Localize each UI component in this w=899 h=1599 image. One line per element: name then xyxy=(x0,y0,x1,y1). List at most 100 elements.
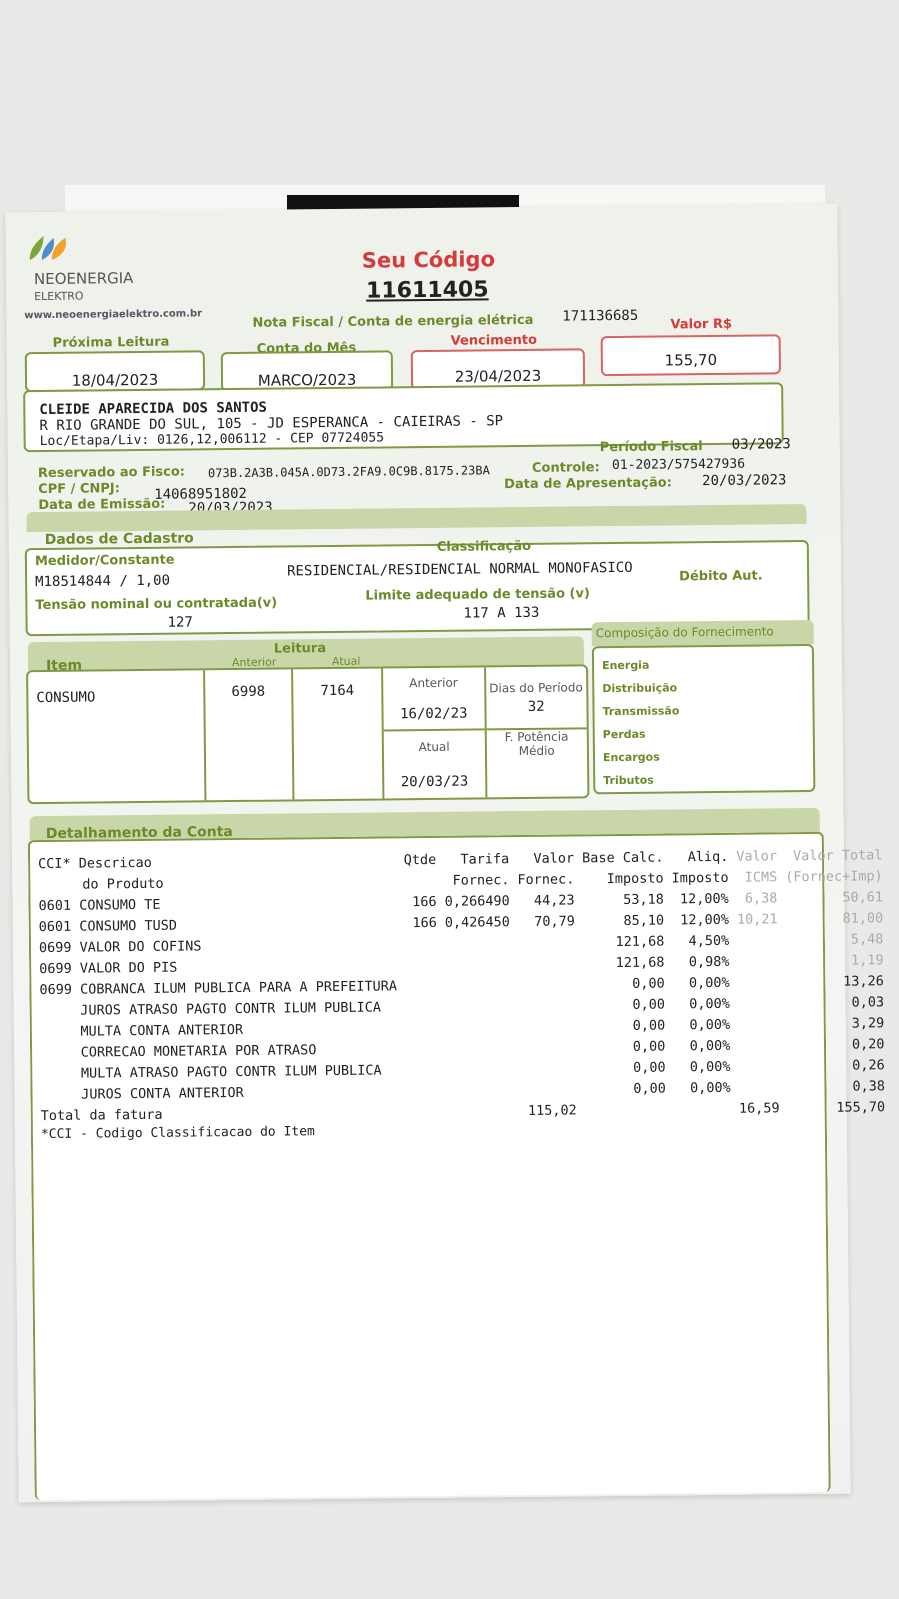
table-cell xyxy=(734,1035,783,1057)
nf-number: 171136685 xyxy=(562,307,639,325)
reserved-value: 073B.2A3B.045A.0D73.2FA9.0C9B.8175.23BA xyxy=(207,463,490,481)
table-cell: 0,03 xyxy=(851,994,885,1011)
table-cell: 0,20 xyxy=(851,1036,885,1053)
voltage-value: 127 xyxy=(167,614,193,631)
empty-cell xyxy=(443,1101,516,1123)
table-cell: 121,68 xyxy=(615,954,665,972)
reading-previous: 6998 xyxy=(204,669,294,801)
meter-value: M18514844 / 1,00 xyxy=(35,572,171,591)
table-cell: 0,00 xyxy=(633,1080,666,1097)
table-cell xyxy=(443,1080,516,1102)
detail-header: Fornec. xyxy=(452,872,510,889)
auto-debit-label: Débito Aut. xyxy=(679,568,763,585)
detail-header: Tarifa xyxy=(460,851,510,868)
table-cell xyxy=(515,1037,580,1059)
table-cell: 0,00 xyxy=(632,1038,666,1055)
composition-item: Distribuição xyxy=(602,681,678,696)
composition-item: Transmissão xyxy=(602,704,680,719)
voltage-label: Tensão nominal ou contratada(v) xyxy=(35,595,278,614)
date-previous: 16/02/23 xyxy=(399,705,468,722)
voltage-limit-label: Limite adequado de tensão (v) xyxy=(365,586,590,604)
table-cell xyxy=(442,1059,515,1081)
table-cell: 44,23 xyxy=(533,892,575,909)
table-cell xyxy=(401,1018,442,1039)
composition-item: Perdas xyxy=(602,727,646,742)
control-value: 01-2023/575427936 xyxy=(611,456,746,474)
presentation-value: 20/03/2023 xyxy=(702,472,787,490)
table-cell: 85,10 xyxy=(623,912,665,929)
table-cell: 12,00% xyxy=(679,890,729,908)
table-cell xyxy=(734,1056,783,1078)
composition-item: Encargos xyxy=(602,750,660,765)
table-cell: 166 xyxy=(412,893,437,911)
table-cell: 0,00% xyxy=(689,1016,731,1034)
detail-header: Valor xyxy=(736,848,778,865)
detail-header: Qtde xyxy=(403,851,437,869)
presentation-label: Data de Apresentação: xyxy=(504,475,672,493)
brand-name: NEOENERGIA xyxy=(33,269,134,289)
table-cell: 0,00% xyxy=(689,995,730,1013)
table-cell xyxy=(442,1017,515,1039)
electricity-bill: NEOENERGIA ELEKTRO www.neoenergiaelektro… xyxy=(5,203,885,1503)
table-cell xyxy=(402,1060,443,1081)
total-cell: 115,02 xyxy=(527,1102,577,1119)
empty-cell xyxy=(670,1099,735,1121)
table-cell: 81,00 xyxy=(842,910,884,927)
table-cell: 4,50% xyxy=(688,932,730,950)
table-cell: 0,00 xyxy=(632,996,666,1013)
table-cell: 0,38 xyxy=(852,1078,886,1095)
table-cell: 0,98% xyxy=(688,953,730,971)
empty-cell xyxy=(581,1099,670,1121)
table-cell xyxy=(734,993,783,1015)
table-cell xyxy=(735,1077,784,1099)
detail-header: (Fornec+Imp) xyxy=(785,868,883,886)
reading-current: 7164 xyxy=(292,668,384,800)
detail-header xyxy=(400,871,441,892)
reading-header: Leitura xyxy=(273,641,327,657)
detail-header: Valor xyxy=(533,850,575,867)
table-cell xyxy=(401,976,442,997)
detail-table: CCI* Descricao Qtde Tarifa Valor Base Calc. A… xyxy=(34,845,889,1127)
table-cell xyxy=(442,1038,515,1060)
table-cell xyxy=(402,1081,443,1102)
detail-header: ICMS xyxy=(744,869,778,886)
power-factor-label: F. Potência Médio xyxy=(504,729,569,759)
detail-header: Fornec. xyxy=(517,871,575,889)
sub-brand: ELEKTRO xyxy=(34,289,84,304)
detail-header: Base Calc. xyxy=(582,849,664,867)
detail-section: CCI* Descricao Qtde Tarifa Valor Base Calc. A… xyxy=(27,831,885,1501)
table-cell: 0,00 xyxy=(632,1017,666,1034)
meter-label: Medidor/Constante xyxy=(34,552,175,570)
website-link[interactable]: www.neoenergiaelektro.com.br xyxy=(24,308,203,322)
composition-item: Energia xyxy=(601,658,650,673)
table-cell xyxy=(402,1039,443,1060)
table-cell: 0,00% xyxy=(690,1079,731,1097)
table-cell: 0,00 xyxy=(632,975,665,992)
table-cell xyxy=(514,932,579,954)
table-cell: 0,26 xyxy=(852,1057,885,1074)
table-cell xyxy=(515,995,580,1017)
nf-label: Nota Fiscal / Conta de energia elétrica xyxy=(252,312,534,331)
empty-cell xyxy=(402,1102,443,1123)
amount-value: 155,70 xyxy=(600,334,782,377)
next-reading-value: 18/04/2023 xyxy=(24,350,206,393)
table-cell: 53,18 xyxy=(623,891,664,908)
classification-label: Classificação xyxy=(436,538,532,555)
table-cell xyxy=(401,997,442,1018)
table-cell: 10,21 xyxy=(736,911,778,928)
date-current: 20/03/23 xyxy=(400,773,469,790)
date-current-label: Atual xyxy=(418,739,450,754)
table-cell: 5,48 xyxy=(850,931,884,948)
table-cell xyxy=(441,975,514,997)
table-cell: 1,19 xyxy=(851,952,884,969)
detail-header: Aliq. xyxy=(687,848,729,866)
composition-title: Composição do Fornecimento xyxy=(595,624,774,641)
reserved-label: Reservado ao Fisco: xyxy=(37,464,186,482)
reading-item: CONSUMO xyxy=(28,670,206,803)
table-cell xyxy=(733,951,782,973)
code-label: Seu Código xyxy=(361,247,496,273)
table-cell: 0,00% xyxy=(688,974,730,992)
table-cell xyxy=(733,930,782,952)
table-cell: 3,29 xyxy=(851,1015,885,1032)
classification-value: RESIDENCIAL/RESIDENCIAL NORMAL MONOFASIC… xyxy=(286,559,633,580)
